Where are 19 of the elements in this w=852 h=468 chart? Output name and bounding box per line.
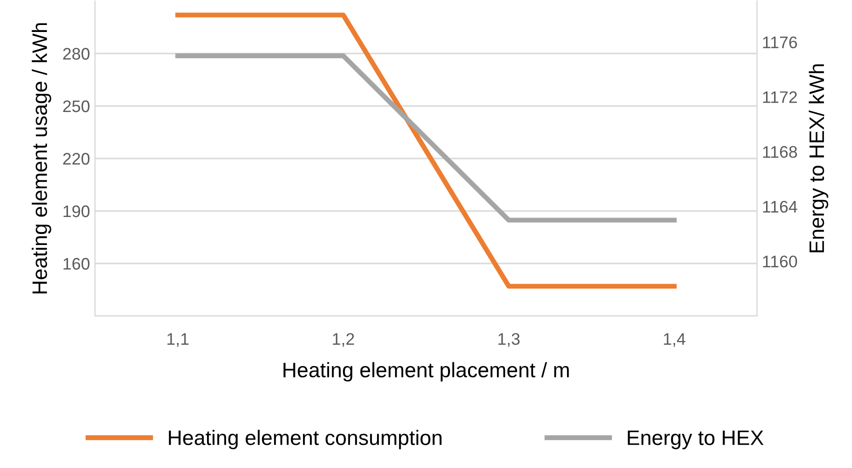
y2-tick-label: 1164: [763, 200, 798, 213]
y-tick-label: 250: [63, 100, 90, 112]
y-tick-label: 190: [64, 205, 90, 218]
y-tick-label: 220: [63, 152, 90, 165]
legend-label: Heating element consumption: [168, 430, 442, 450]
x-axis-title: Heating element placement / m: [284, 362, 569, 382]
y-tick-label: 160: [64, 258, 90, 270]
y2-axis-title: Energy to HEX/ kWh: [808, 64, 828, 252]
y2-tick-label: 1172: [763, 91, 797, 103]
y-tick-label: 280: [63, 48, 90, 60]
y2-tick-label: 1176: [763, 36, 797, 48]
y2-tick-label: 1160: [763, 256, 798, 268]
y-axis-title: Heating element usage / kWh: [32, 23, 52, 294]
x-tick-label: 1,4: [664, 333, 686, 347]
x-tick-label: 1,2: [332, 333, 354, 347]
legend-label: Energy to HEX: [628, 430, 764, 450]
x-tick-label: 1,3: [498, 333, 520, 347]
y2-tick-label: 1168: [763, 146, 797, 158]
x-tick-label: 1,1: [167, 333, 189, 347]
